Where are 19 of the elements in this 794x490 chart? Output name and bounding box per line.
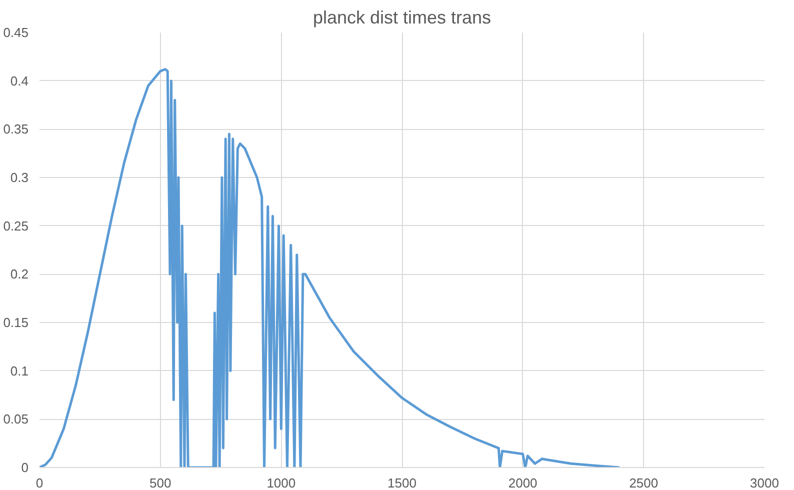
y-tick-label: 0.25 [3,218,29,234]
y-tick-label: 0.3 [10,170,29,185]
y-tick-label: 0.2 [10,266,29,282]
x-tick-label: 500 [149,476,172,490]
y-tick-label: 0.4 [10,73,29,88]
y-tick-label: 0 [21,460,29,475]
x-tick-label: 2000 [508,476,538,490]
x-tick-label: 1000 [266,476,296,490]
chart-title: planck dist times trans [312,8,492,28]
y-tick-label: 0.05 [3,412,29,427]
y-tick-label: 0.1 [10,363,29,378]
x-tick-label: 0 [36,476,44,490]
x-tick-label: 1500 [388,476,416,490]
x-tick-label: 3000 [750,476,779,490]
line-series [40,68,621,468]
y-tick-label: 0.45 [3,25,29,40]
y-tick-label: 0.35 [3,122,29,137]
x-tick-label: 2500 [629,476,658,490]
y-tick-label: 0.15 [3,315,29,330]
